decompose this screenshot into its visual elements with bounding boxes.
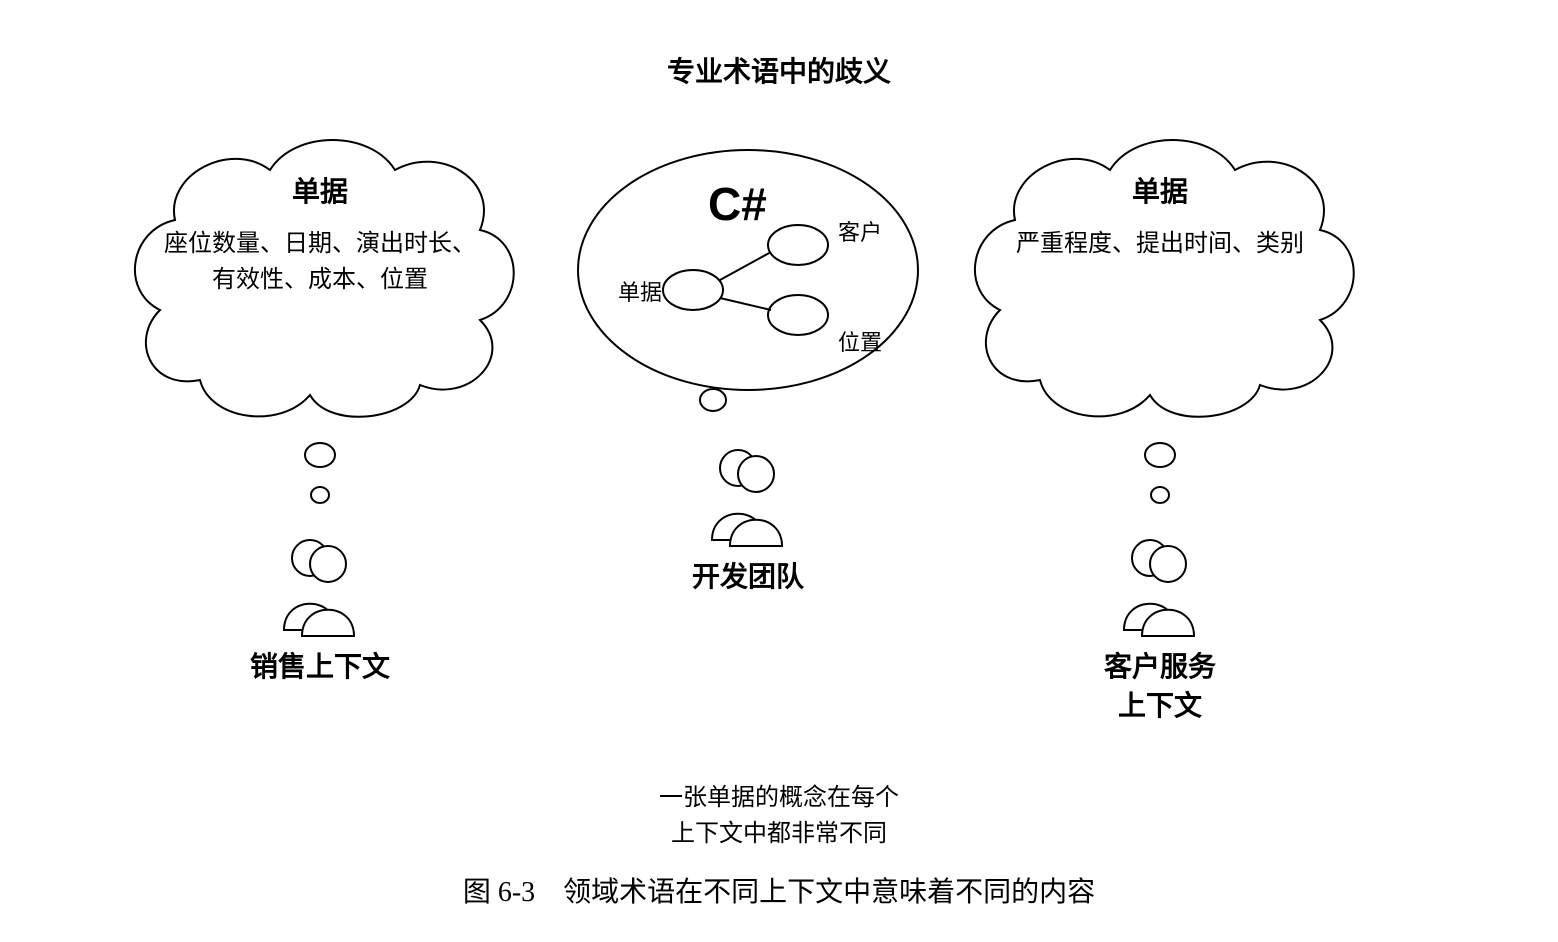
- dev-node-customer-label: 客户: [838, 220, 882, 245]
- sales-context-label: 销售上下文: [120, 648, 520, 687]
- sales-thought-cloud: 单据 座位数量、日期、演出时长、有效性、成本、位置: [120, 120, 520, 440]
- service-cloud-body: 严重程度、提出时间、类别: [1000, 226, 1320, 262]
- dev-thought-bubble: C# 单据 客户 位置: [548, 140, 948, 440]
- caption-prefix: 图 6-3: [463, 877, 535, 908]
- service-context-label-line2: 上下文: [1118, 691, 1202, 722]
- diagram-canvas: 专业术语中的歧义 单据 座位数量、日期、演出时长、有效性、成本、位置: [0, 0, 1558, 942]
- figure-caption: 图 6-3 领域术语在不同上下文中意味着不同的内容: [0, 870, 1558, 910]
- bubble-icon: C# 单据 客户 位置: [548, 140, 948, 440]
- sales-cloud-heading: 单据: [160, 170, 480, 210]
- service-thought-cloud: 单据 严重程度、提出时间、类别: [960, 120, 1360, 440]
- sales-people-icon: [120, 530, 520, 640]
- footnote-line2: 上下文中都非常不同: [671, 821, 887, 847]
- sales-context-column: 单据 座位数量、日期、演出时长、有效性、成本、位置 销售上下文: [120, 120, 520, 687]
- service-context-label-line1: 客户服务: [1104, 652, 1216, 683]
- service-cloud-heading: 单据: [1000, 170, 1320, 210]
- cloud-icon: [960, 120, 1360, 440]
- caption-text: 领域术语在不同上下文中意味着不同的内容: [563, 877, 1095, 908]
- diagram-title: 专业术语中的歧义: [0, 50, 1558, 90]
- dev-context-column: C# 单据 客户 位置: [548, 140, 948, 597]
- csharp-label: C#: [708, 178, 767, 230]
- service-people-icon: [960, 530, 1360, 640]
- footnote-line1: 一张单据的概念在每个: [659, 785, 899, 811]
- sales-cloud-body: 座位数量、日期、演出时长、有效性、成本、位置: [160, 226, 480, 298]
- dev-node-ticket-label: 单据: [618, 280, 662, 305]
- service-context-column: 单据 严重程度、提出时间、类别 客户服务 上下文: [960, 120, 1360, 726]
- diagram-footnote: 一张单据的概念在每个 上下文中都非常不同: [0, 780, 1558, 852]
- sales-thought-tail: [120, 440, 520, 530]
- service-thought-tail: [960, 440, 1360, 530]
- dev-node-location-label: 位置: [838, 330, 882, 355]
- dev-context-label: 开发团队: [548, 558, 948, 597]
- dev-people-icon: [548, 440, 948, 550]
- service-context-label: 客户服务 上下文: [960, 648, 1360, 726]
